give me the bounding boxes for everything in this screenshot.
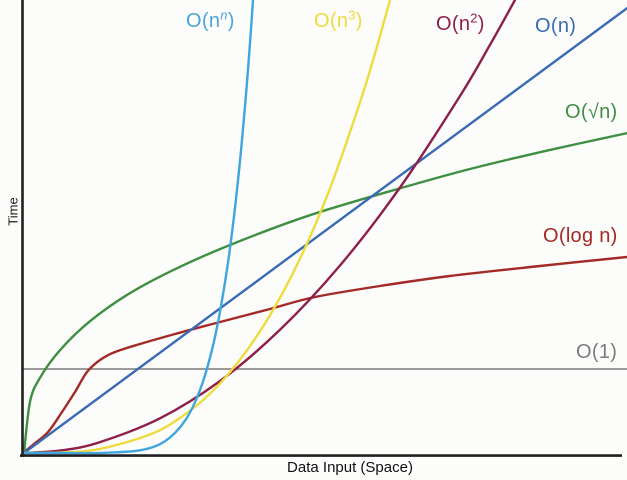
label-text: O(n xyxy=(186,10,221,32)
curve-o-n-2 xyxy=(22,0,517,455)
curve-o-n xyxy=(22,6,627,455)
curve-o-n xyxy=(22,132,627,455)
curve-o-n-n xyxy=(22,0,255,455)
label-text: O(1) xyxy=(576,341,618,363)
label-o-n-pow-n: O(nn) xyxy=(186,7,235,32)
label-o-log-n: O(log n) xyxy=(543,225,618,247)
label-o-sqrt-n: O(√n) xyxy=(565,101,617,123)
label-o-1: O(1) xyxy=(576,341,617,363)
label-text: ) xyxy=(355,10,363,32)
label-text: O(n) xyxy=(535,15,577,37)
label-text: ) xyxy=(227,10,235,32)
label-text: ) xyxy=(477,13,485,35)
y-axis-label: Time xyxy=(5,197,21,226)
label-superscript: 2 xyxy=(470,10,478,26)
label-o-n: O(n) xyxy=(535,15,576,37)
curve-o-log-n xyxy=(22,255,627,454)
label-superscript: n xyxy=(220,7,228,23)
label-superscript: 3 xyxy=(348,7,356,23)
label-text: O(n xyxy=(436,13,471,35)
label-text: O(√n) xyxy=(565,101,618,123)
label-o-n-squared: O(n2) xyxy=(436,10,485,35)
x-axis-label: Data Input (Space) xyxy=(287,459,413,476)
curve-o-n-3 xyxy=(22,0,392,455)
label-text: O(log n) xyxy=(543,225,618,247)
label-o-n-cubed: O(n3) xyxy=(314,7,363,32)
label-text: O(n xyxy=(314,10,349,32)
